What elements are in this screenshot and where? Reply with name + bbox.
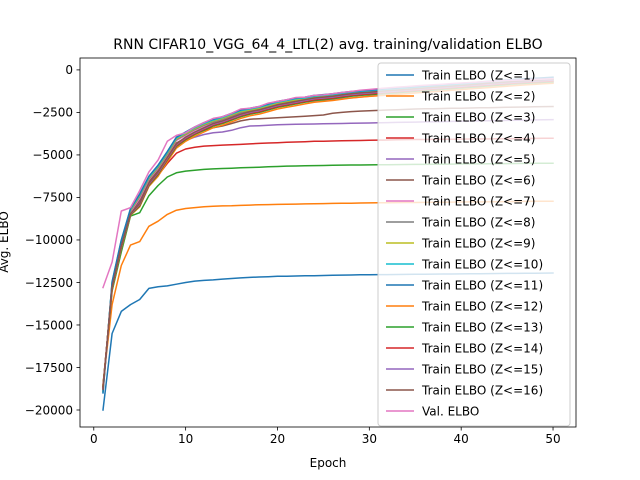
legend-entry: Train ELBO (Z<=7)	[421, 195, 535, 209]
legend-entry: Train ELBO (Z<=4)	[421, 132, 535, 146]
x-tick-label: 30	[362, 432, 377, 446]
x-tick-label: 0	[90, 432, 98, 446]
y-tick-label: −20000	[25, 403, 73, 417]
y-axis-label: Avg. ELBO	[0, 211, 11, 273]
legend-box	[377, 62, 571, 427]
legend-entry: Val. ELBO	[422, 405, 479, 419]
y-tick-label: −15000	[25, 318, 73, 332]
x-tick-label: 50	[545, 432, 560, 446]
y-tick-label: −17500	[25, 361, 73, 375]
legend-entry: Train ELBO (Z<=9)	[421, 237, 535, 251]
y-axis-ticks: 0 −2500 −5000 −7500 −10000 −12500 −15000 −17500…	[25, 63, 80, 417]
y-tick-label: −7500	[32, 191, 73, 205]
y-tick-label: 0	[65, 63, 73, 77]
chart-title: RNN CIFAR10_VGG_64_4_LTL(2) avg. trainin…	[113, 37, 542, 53]
y-tick-label: −5000	[32, 148, 73, 162]
legend-entry: Train ELBO (Z<=14)	[421, 342, 543, 356]
x-tick-label: 40	[454, 432, 469, 446]
legend-entry: Train ELBO (Z<=10)	[421, 258, 543, 272]
legend-entry: Train ELBO (Z<=13)	[421, 321, 543, 335]
legend-entry: Train ELBO (Z<=15)	[421, 363, 543, 377]
legend-entry: Train ELBO (Z<=16)	[421, 384, 543, 398]
x-axis-label: Epoch	[310, 456, 347, 470]
legend-entry: Train ELBO (Z<=5)	[421, 153, 535, 167]
legend-entry: Train ELBO (Z<=1)	[421, 69, 535, 83]
legend-entry: Train ELBO (Z<=2)	[421, 90, 535, 104]
y-tick-label: −12500	[25, 276, 73, 290]
legend-entry: Train ELBO (Z<=8)	[421, 216, 535, 230]
legend: Train ELBO (Z<=1) Train ELBO (Z<=2) Train …	[377, 62, 571, 427]
x-tick-label: 10	[178, 432, 193, 446]
legend-entry: Train ELBO (Z<=3)	[421, 111, 535, 125]
y-tick-label: −2500	[32, 106, 73, 120]
x-axis-ticks: 0 10 20 30 40 50	[90, 427, 561, 446]
legend-entry: Train ELBO (Z<=11)	[421, 279, 543, 293]
legend-entry: Train ELBO (Z<=6)	[421, 174, 535, 188]
y-tick-label: −10000	[25, 233, 73, 247]
legend-entry: Train ELBO (Z<=12)	[421, 300, 543, 314]
x-tick-label: 20	[270, 432, 285, 446]
plot-area-frame	[79, 57, 577, 428]
